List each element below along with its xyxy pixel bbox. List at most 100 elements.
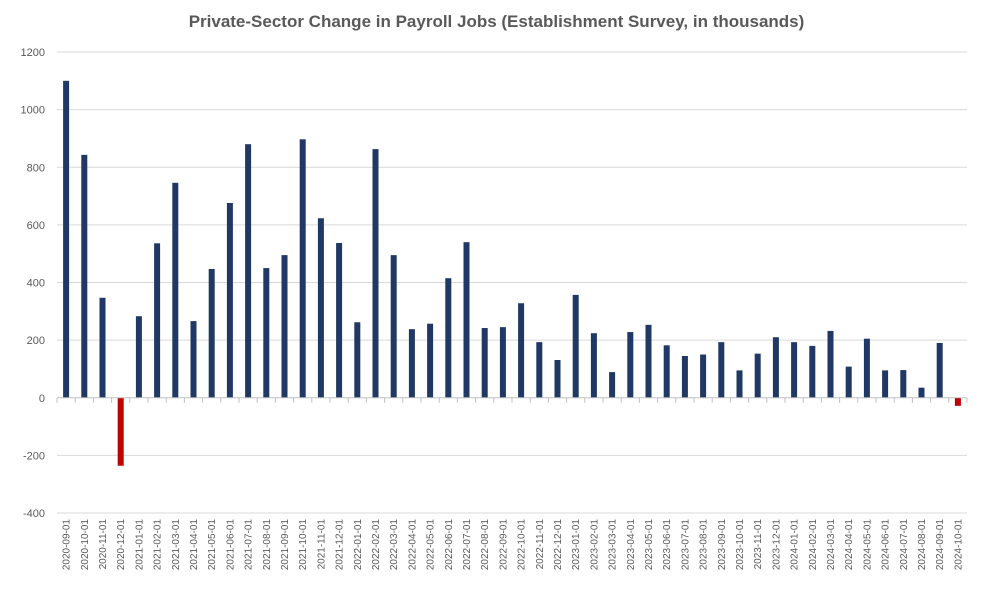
x-tick-label: 2023-08-01 bbox=[699, 519, 710, 571]
y-tick-label: 0 bbox=[39, 393, 45, 405]
bar bbox=[208, 268, 215, 398]
bar bbox=[827, 330, 834, 398]
x-tick-label: 2023-06-01 bbox=[662, 519, 673, 571]
x-tick-label: 2022-10-01 bbox=[517, 519, 528, 571]
bar bbox=[736, 370, 743, 398]
x-tick-label: 2020-09-01 bbox=[62, 519, 73, 571]
x-tick-label: 2023-02-01 bbox=[589, 519, 600, 571]
bar bbox=[936, 343, 943, 398]
bar bbox=[263, 268, 270, 398]
bar bbox=[81, 154, 88, 398]
axes bbox=[56, 397, 968, 403]
x-tick-label: 2023-07-01 bbox=[680, 519, 691, 571]
bar bbox=[445, 278, 452, 398]
x-tick-label: 2021-08-01 bbox=[262, 519, 273, 571]
x-tick-label: 2021-10-01 bbox=[298, 519, 309, 571]
bar bbox=[172, 182, 179, 398]
y-tick-label: 1000 bbox=[21, 105, 45, 117]
x-tick-label: 2023-11-01 bbox=[753, 519, 764, 570]
x-tick-label: 2023-10-01 bbox=[735, 519, 746, 571]
x-tick-label: 2024-05-01 bbox=[862, 519, 873, 571]
bar bbox=[572, 294, 579, 398]
x-tick-label: 2022-05-01 bbox=[426, 519, 437, 571]
x-tick-label: 2024-03-01 bbox=[826, 519, 837, 571]
bar bbox=[63, 80, 70, 398]
bar bbox=[554, 360, 561, 398]
chart-title: Private-Sector Change in Payroll Jobs (E… bbox=[188, 12, 805, 31]
x-tick-label: 2021-04-01 bbox=[189, 519, 200, 571]
bar bbox=[791, 342, 798, 398]
bar bbox=[518, 303, 525, 398]
bars bbox=[63, 80, 961, 466]
x-tick-label: 2023-01-01 bbox=[571, 519, 582, 571]
x-tick-label: 2022-08-01 bbox=[480, 519, 491, 571]
x-tick-label: 2023-09-01 bbox=[717, 519, 728, 571]
x-tick-label: 2023-04-01 bbox=[626, 519, 637, 571]
x-tick-label: 2021-07-01 bbox=[244, 519, 255, 571]
bar bbox=[809, 345, 816, 398]
x-tick-label: 2022-11-01 bbox=[535, 519, 546, 570]
bar bbox=[718, 342, 725, 398]
bar bbox=[372, 149, 379, 398]
bar bbox=[463, 242, 470, 398]
y-tick-label: -400 bbox=[23, 508, 45, 520]
x-tick-label: 2021-02-01 bbox=[153, 519, 164, 571]
bar bbox=[117, 397, 124, 466]
x-tick-label: 2024-08-01 bbox=[917, 519, 928, 571]
bar bbox=[918, 387, 925, 398]
x-tick-label: 2022-04-01 bbox=[407, 519, 418, 571]
y-tick-label: 800 bbox=[27, 162, 45, 174]
x-tick-label: 2021-09-01 bbox=[280, 519, 291, 571]
bar bbox=[882, 370, 889, 398]
x-axis-tick-labels: 2020-09-01 2020-10-01 2020-11-01 2020-12-01… bbox=[62, 519, 965, 571]
bar bbox=[390, 255, 397, 398]
bar bbox=[900, 370, 907, 398]
bar bbox=[481, 328, 488, 398]
bar bbox=[354, 322, 361, 398]
bar bbox=[226, 202, 233, 398]
bar bbox=[99, 297, 106, 398]
bar bbox=[190, 321, 197, 398]
x-tick-label: 2024-10-01 bbox=[953, 519, 964, 571]
y-tick-label: -200 bbox=[23, 450, 45, 462]
bar bbox=[408, 329, 415, 398]
y-tick-label: 600 bbox=[27, 220, 45, 232]
bar bbox=[863, 338, 870, 398]
x-tick-label: 2024-07-01 bbox=[899, 519, 910, 571]
bar bbox=[954, 397, 961, 406]
x-tick-label: 2022-02-01 bbox=[371, 519, 382, 571]
bar bbox=[754, 353, 761, 398]
x-tick-label: 2021-03-01 bbox=[171, 519, 182, 571]
y-tick-label: 200 bbox=[27, 335, 45, 347]
bar bbox=[499, 327, 506, 398]
x-tick-label: 2022-07-01 bbox=[462, 519, 473, 571]
x-tick-label: 2024-06-01 bbox=[881, 519, 892, 571]
x-tick-label: 2023-05-01 bbox=[644, 519, 655, 571]
y-axis-tick-labels: -400 -200 0 200 400 600 800 1000 1200 bbox=[21, 47, 45, 520]
x-tick-label: 2024-01-01 bbox=[790, 519, 801, 571]
x-tick-label: 2021-11-01 bbox=[316, 519, 327, 570]
bar bbox=[645, 324, 652, 398]
y-tick-label: 1200 bbox=[21, 47, 45, 59]
bar bbox=[281, 255, 288, 398]
bar bbox=[609, 372, 616, 398]
bar bbox=[135, 316, 142, 398]
bar bbox=[681, 355, 688, 398]
x-tick-label: 2021-12-01 bbox=[335, 519, 346, 571]
x-tick-label: 2024-04-01 bbox=[844, 519, 855, 571]
bar bbox=[590, 333, 597, 398]
x-tick-label: 2022-12-01 bbox=[553, 519, 564, 571]
gridlines bbox=[57, 51, 967, 514]
x-tick-label: 2022-09-01 bbox=[498, 519, 509, 571]
x-tick-label: 2024-02-01 bbox=[808, 519, 819, 571]
bar bbox=[772, 337, 779, 398]
x-tick-label: 2024-09-01 bbox=[935, 519, 946, 571]
bar bbox=[317, 218, 324, 398]
bar bbox=[663, 345, 670, 398]
bar bbox=[154, 243, 161, 398]
bar bbox=[845, 366, 852, 398]
x-tick-label: 2020-10-01 bbox=[80, 519, 91, 571]
x-tick-label: 2022-01-01 bbox=[353, 519, 364, 571]
x-tick-label: 2020-11-01 bbox=[98, 519, 109, 570]
